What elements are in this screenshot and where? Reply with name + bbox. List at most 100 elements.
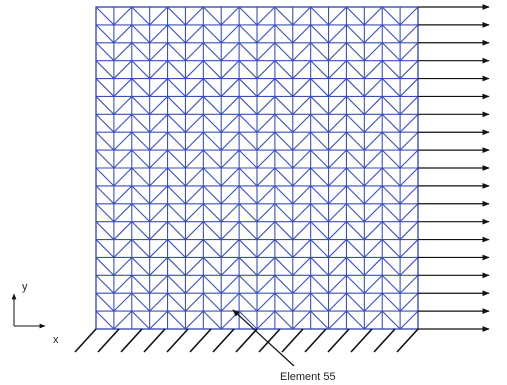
mesh-element-diagonal [310,113,329,133]
mesh-element-diagonal [381,239,401,258]
mesh-element-diagonal [202,78,222,97]
mesh-element-diagonal [310,167,329,187]
mesh-element-diagonal [113,113,133,133]
mesh-element-diagonal [167,149,186,169]
mesh-element-diagonal [113,42,133,62]
mesh-element-diagonal [399,310,419,330]
mesh-element-diagonal [113,24,133,44]
mesh-element-diagonal [292,24,312,44]
mesh-element-diagonal [256,310,276,330]
mesh-element-diagonal [131,185,151,205]
mesh-element-diagonal [95,6,115,26]
mesh-element-diagonal [220,131,240,151]
mesh-element-diagonal [274,96,294,115]
mesh-element-diagonal [346,24,365,44]
mesh-element-diagonal [131,221,151,240]
mesh-element-diagonal [238,203,258,223]
mesh-element-diagonal [292,149,312,169]
mesh-element-diagonal [202,257,222,276]
mesh-element-diagonal [310,185,329,205]
mesh-element-diagonal [131,24,151,44]
mesh-element-diagonal [95,113,115,133]
mesh-element-diagonal [346,60,365,79]
mesh-element-diagonal [346,310,365,330]
mesh-element-diagonal [292,6,312,26]
mesh-element-diagonal [274,257,294,276]
support-hatch [189,328,212,353]
mesh-element-diagonal [256,274,276,294]
mesh-element-diagonal [399,257,419,276]
mesh-element-diagonal [274,203,294,223]
mesh-element-diagonal [363,310,383,330]
mesh-element-diagonal [113,131,133,151]
mesh-element-diagonal [113,60,133,79]
mesh-element-diagonal [238,149,258,169]
mesh-element-diagonal [328,257,347,276]
mesh-element-diagonal [256,113,276,133]
support-hatch [350,328,373,353]
mesh-element-diagonal [363,42,383,62]
mesh-element-diagonal [363,6,383,26]
mesh-element-diagonal [256,6,276,26]
mesh-element-diagonal [346,167,365,187]
mesh-element-diagonal [256,131,276,151]
mesh-element-diagonal [95,42,115,62]
mesh-element-diagonal [256,239,276,258]
mesh-element-diagonal [185,221,204,240]
mesh-element-diagonal [310,239,329,258]
support-hatch [304,328,327,353]
mesh-element-diagonal [256,96,276,115]
mesh-element-diagonal [149,310,168,330]
mesh-element-diagonal [238,274,258,294]
mesh-element-diagonal [399,167,419,187]
mesh-element-diagonal [363,131,383,151]
mesh-element-diagonal [185,24,204,44]
mesh-element-diagonal [274,78,294,97]
mesh-element-diagonal [399,60,419,79]
mesh-element-diagonal [113,6,133,26]
mesh-element-diagonal [292,60,312,79]
mesh-element-diagonal [381,96,401,115]
mesh-element-diagonal [381,185,401,205]
mesh-element-diagonal [185,292,204,312]
mesh-element-diagonal [399,203,419,223]
mesh-element-diagonal [274,60,294,79]
mesh-element-diagonal [328,42,347,62]
mesh-element-diagonal [131,203,151,223]
mesh-element-diagonal [185,6,204,26]
mesh-element-diagonal [238,42,258,62]
mesh-element-diagonal [363,149,383,169]
mesh-element-diagonal [95,221,115,240]
mesh-element-diagonal [381,257,401,276]
mesh-element-diagonal [238,167,258,187]
mesh-element-diagonal [256,149,276,169]
mesh-element-diagonal [167,24,186,44]
mesh-element-diagonal [202,239,222,258]
mesh-element-diagonal [381,274,401,294]
mesh-element-diagonal [274,131,294,151]
mesh-element-diagonal [328,96,347,115]
mesh-element-diagonal [202,310,222,330]
mesh-element-diagonal [274,113,294,133]
mesh-element-diagonal [381,78,401,97]
mesh-element-diagonal [381,310,401,330]
mesh-element-diagonal [95,257,115,276]
mesh-element-diagonal [346,274,365,294]
mesh-element-diagonal [149,60,168,79]
fixed-support-hatching [74,328,419,353]
mesh-element-diagonal [167,78,186,97]
mesh-element-diagonal [346,257,365,276]
mesh-element-diagonal [256,167,276,187]
support-hatch [212,328,235,353]
mesh-element-diagonal [131,310,151,330]
mesh-element-diagonal [113,292,133,312]
mesh-element-diagonal [95,292,115,312]
mesh-element-diagonal [95,185,115,205]
mesh-element-diagonal [95,149,115,169]
mesh-element-diagonal [292,131,312,151]
mesh-element-diagonal [220,167,240,187]
support-hatch [143,328,166,353]
mesh-element-diagonal [149,221,168,240]
mesh-element-diagonal [202,149,222,169]
mesh-element-diagonal [381,60,401,79]
